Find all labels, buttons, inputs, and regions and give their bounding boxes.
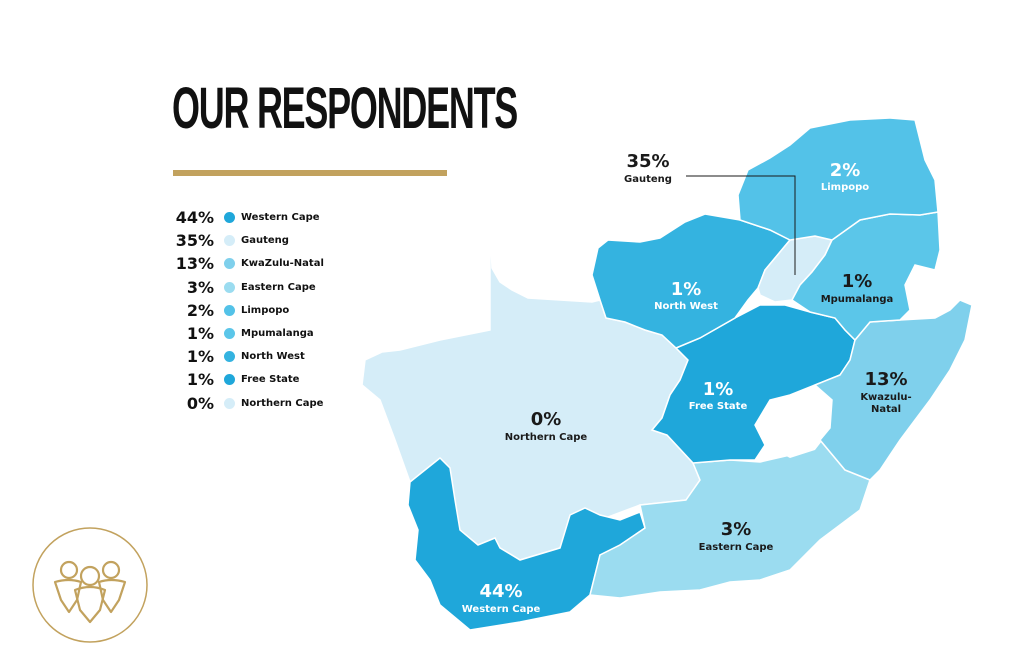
map-name-kwazulu-natal-2: Natal: [871, 404, 901, 415]
region-limpopo: [737, 117, 939, 241]
badge-circle: [32, 527, 148, 643]
legend-label: Eastern Cape: [241, 281, 316, 293]
legend-pct: 13%: [175, 254, 214, 274]
map-pct-free-state: 1%: [703, 379, 734, 400]
legend-item-kwazulu-natal: 13% KwaZulu-Natal: [172, 252, 372, 275]
legend-label: Western Cape: [241, 212, 320, 224]
region-western-cape: [407, 456, 646, 631]
legend-pct: 35%: [175, 231, 214, 251]
legend-pct: 44%: [175, 208, 214, 228]
legend-label: KwaZulu-Natal: [241, 258, 324, 270]
legend-swatch: [224, 235, 235, 247]
legend-label: Free State: [241, 374, 300, 386]
legend-pct: 0%: [186, 393, 214, 413]
map-pct-western-cape: 44%: [479, 581, 522, 602]
map-name-eastern-cape: Eastern Cape: [699, 542, 774, 553]
map-pct-northern-cape: 0%: [531, 409, 562, 430]
legend: 44% Western Cape 35% Gauteng 13% KwaZulu…: [172, 206, 372, 415]
legend-label: Gauteng: [241, 235, 289, 247]
legend-pct: 1%: [186, 370, 214, 390]
legend-item-free-state: 1% Free State: [172, 368, 372, 391]
legend-item-limpopo: 2% Limpopo: [172, 299, 372, 322]
legend-swatch: [224, 374, 235, 386]
map-name-western-cape: Western Cape: [462, 604, 541, 615]
people-group-icon: [32, 527, 148, 643]
map-pct-mpumalanga: 1%: [842, 271, 873, 292]
legend-label: Northern Cape: [241, 397, 324, 409]
map-name-gauteng: Gauteng: [624, 174, 672, 185]
map-pct-north-west: 1%: [671, 279, 702, 300]
map-name-northern-cape: Northern Cape: [505, 432, 588, 443]
legend-item-mpumalanga: 1% Mpumalanga: [172, 322, 372, 345]
map-name-kwazulu-natal-1: Kwazulu-: [860, 392, 911, 403]
legend-item-western-cape: 44% Western Cape: [172, 206, 372, 229]
page-title: OUR RESPONDENTS: [172, 76, 518, 141]
legend-label: North West: [241, 351, 305, 363]
legend-swatch: [224, 328, 235, 340]
map-name-mpumalanga: Mpumalanga: [821, 294, 894, 305]
legend-swatch: [224, 304, 235, 316]
legend-swatch: [224, 397, 235, 409]
legend-pct: 2%: [186, 300, 214, 320]
map-name-limpopo: Limpopo: [821, 182, 869, 193]
map-pct-kwazulu-natal: 13%: [864, 369, 907, 390]
title-underline: [173, 170, 447, 176]
map-name-free-state: Free State: [689, 401, 748, 412]
gauteng-callout-line: [686, 175, 796, 275]
legend-swatch: [224, 281, 235, 293]
legend-item-eastern-cape: 3% Eastern Cape: [172, 276, 372, 299]
map-pct-eastern-cape: 3%: [721, 519, 752, 540]
legend-swatch: [224, 212, 235, 224]
lesotho: [755, 385, 832, 458]
legend-item-gauteng: 35% Gauteng: [172, 229, 372, 252]
map-pct-gauteng: 35%: [626, 151, 669, 172]
legend-pct: 1%: [186, 347, 214, 367]
legend-label: Mpumalanga: [241, 328, 314, 340]
region-kwazulu-natal: [813, 299, 973, 481]
map-pct-limpopo: 2%: [830, 160, 861, 181]
legend-item-north-west: 1% North West: [172, 345, 372, 368]
legend-pct: 3%: [186, 277, 214, 297]
people-figures: [53, 560, 127, 624]
region-eastern-cape: [589, 439, 871, 599]
legend-swatch: [224, 351, 235, 363]
map-name-north-west: North West: [654, 301, 718, 312]
legend-label: Limpopo: [241, 304, 290, 316]
legend-item-northern-cape: 0% Northern Cape: [172, 392, 372, 415]
legend-pct: 1%: [186, 324, 214, 344]
legend-swatch: [224, 258, 235, 270]
